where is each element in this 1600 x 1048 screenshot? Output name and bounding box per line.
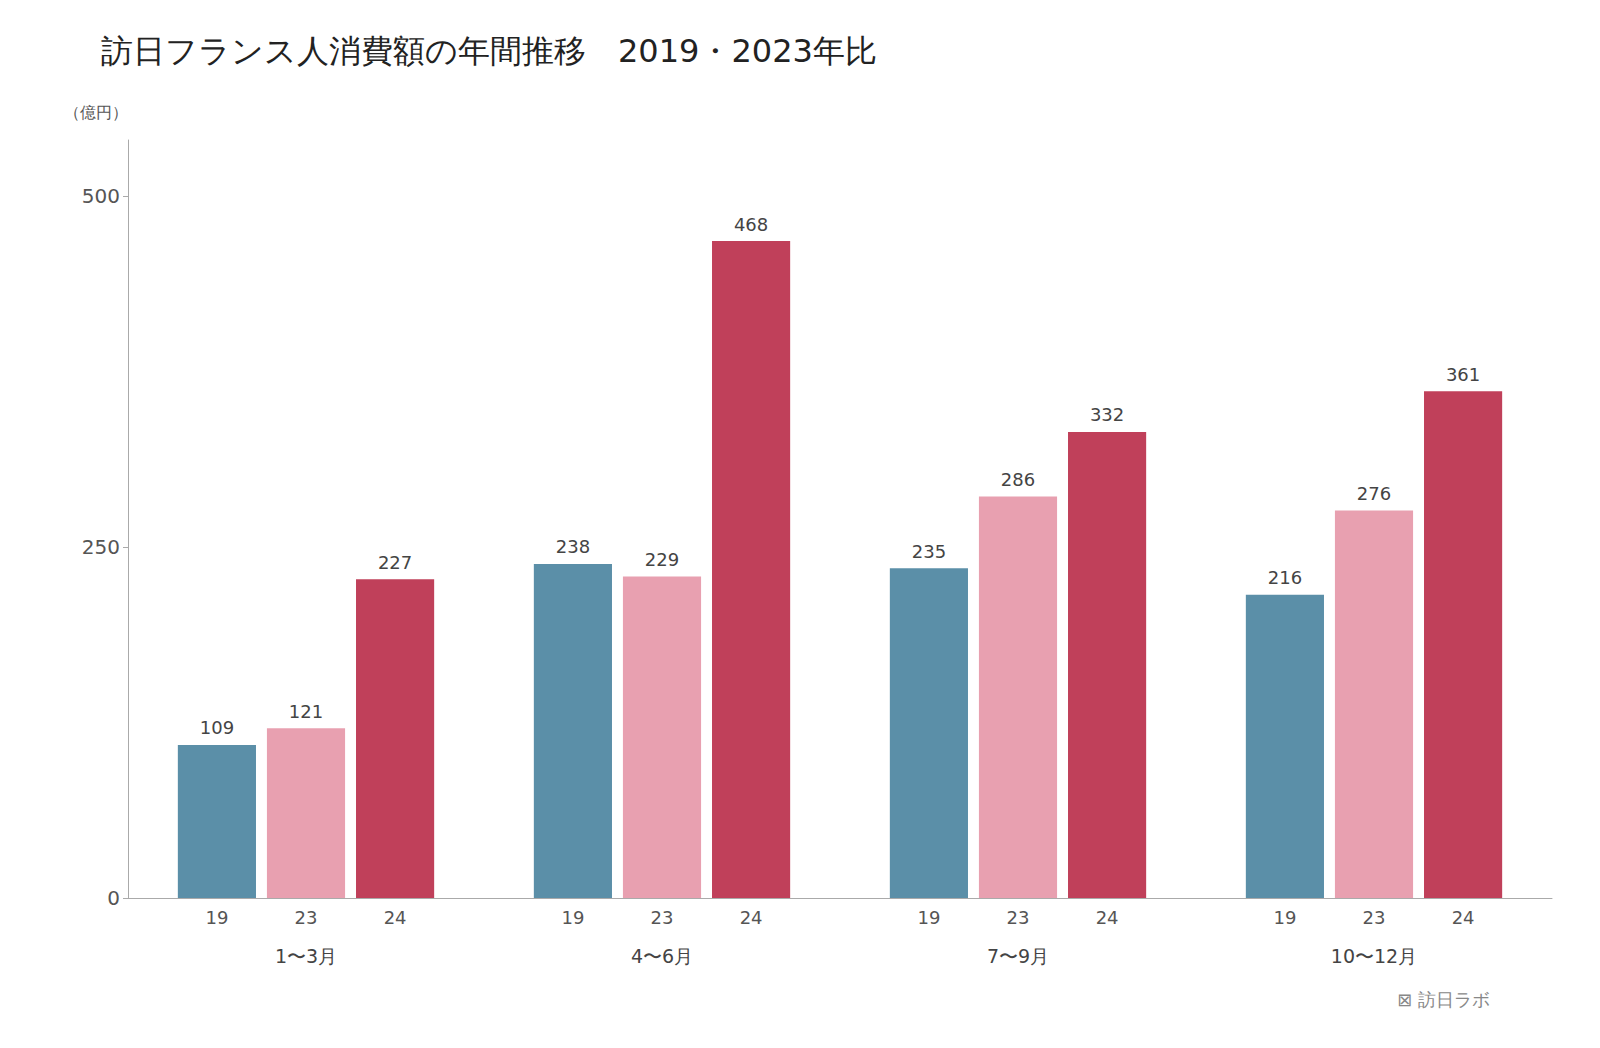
svg-text:276: 276 bbox=[1357, 483, 1391, 504]
svg-text:24: 24 bbox=[1452, 907, 1475, 928]
svg-text:23: 23 bbox=[295, 907, 318, 928]
svg-text:24: 24 bbox=[1096, 907, 1119, 928]
svg-text:0: 0 bbox=[107, 886, 120, 910]
svg-text:23: 23 bbox=[1007, 907, 1030, 928]
svg-text:286: 286 bbox=[1001, 469, 1035, 490]
svg-text:10〜12月: 10〜12月 bbox=[1331, 945, 1417, 967]
svg-text:361: 361 bbox=[1446, 364, 1480, 385]
svg-text:4〜6月: 4〜6月 bbox=[631, 945, 693, 967]
svg-text:⊠ 訪日ラボ: ⊠ 訪日ラボ bbox=[1397, 989, 1490, 1010]
svg-text:19: 19 bbox=[561, 907, 584, 928]
svg-text:109: 109 bbox=[200, 717, 234, 738]
svg-text:238: 238 bbox=[556, 536, 590, 557]
svg-text:24: 24 bbox=[384, 907, 407, 928]
svg-text:468: 468 bbox=[734, 214, 768, 235]
svg-text:23: 23 bbox=[1363, 907, 1386, 928]
svg-text:19: 19 bbox=[917, 907, 940, 928]
svg-text:250: 250 bbox=[82, 535, 120, 559]
svg-text:332: 332 bbox=[1090, 404, 1124, 425]
svg-text:227: 227 bbox=[378, 552, 412, 573]
svg-text:24: 24 bbox=[740, 907, 763, 928]
svg-text:216: 216 bbox=[1268, 567, 1302, 588]
svg-text:23: 23 bbox=[651, 907, 674, 928]
svg-text:121: 121 bbox=[289, 701, 323, 722]
svg-text:7〜9月: 7〜9月 bbox=[987, 945, 1049, 967]
svg-text:500: 500 bbox=[82, 184, 120, 208]
svg-text:（億円）: （億円） bbox=[64, 103, 128, 122]
svg-text:訪日フランス人消費額の年間推移 2019・2023年比: 訪日フランス人消費額の年間推移 2019・2023年比 bbox=[101, 32, 877, 70]
svg-text:1〜3月: 1〜3月 bbox=[275, 945, 337, 967]
svg-text:19: 19 bbox=[1273, 907, 1296, 928]
svg-text:19: 19 bbox=[205, 907, 228, 928]
svg-text:235: 235 bbox=[912, 541, 946, 562]
svg-text:229: 229 bbox=[645, 549, 679, 570]
